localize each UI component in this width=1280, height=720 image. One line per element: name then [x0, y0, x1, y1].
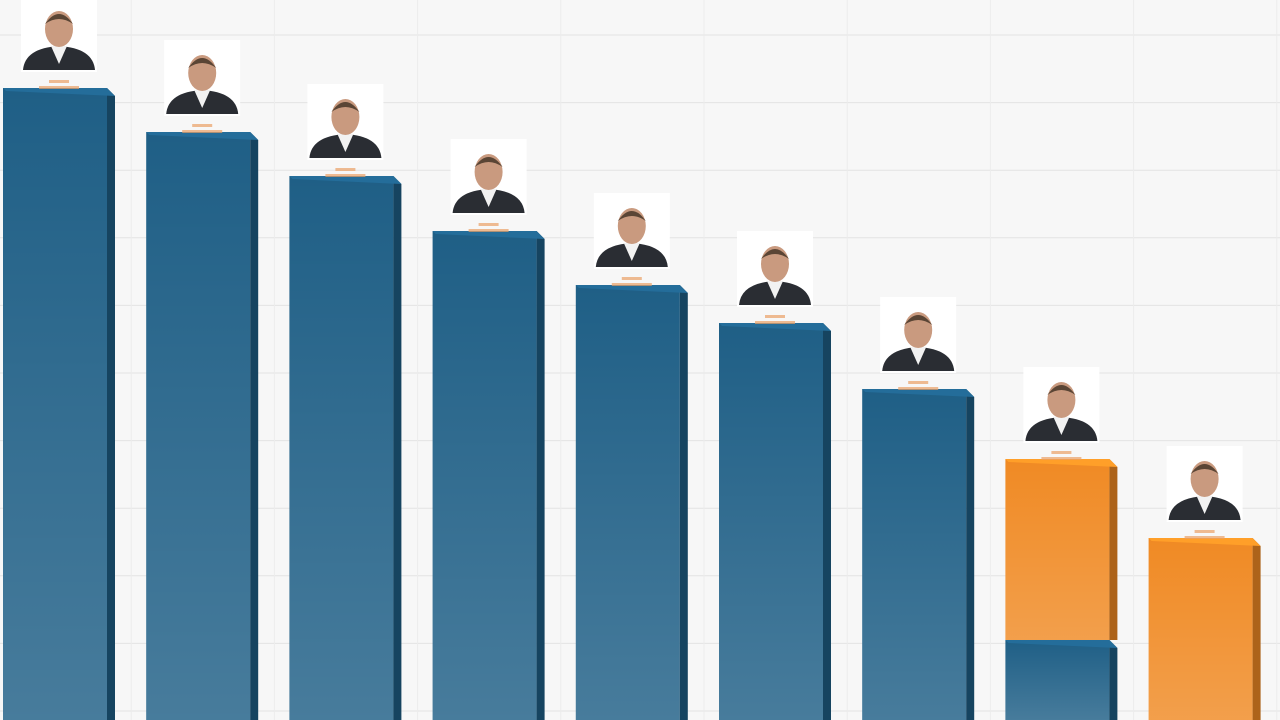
portrait	[1166, 446, 1243, 539]
portrait	[737, 231, 813, 324]
portrait-hair	[331, 102, 360, 112]
bar-side	[1109, 640, 1118, 720]
portrait-hair	[1190, 464, 1219, 474]
bar-side	[107, 88, 115, 720]
portrait	[164, 40, 241, 133]
label-placeholder	[1041, 457, 1082, 460]
bar-segment	[1148, 538, 1261, 720]
bar-side	[966, 389, 975, 720]
photos	[21, 0, 1243, 539]
portrait-hair	[45, 14, 73, 24]
bar-top	[146, 132, 259, 140]
portrait-collar	[337, 134, 354, 152]
portrait-collar	[480, 189, 497, 207]
label-placeholder	[611, 283, 652, 286]
portrait-hair	[761, 249, 789, 259]
portrait-collar	[623, 243, 640, 261]
bar-top	[862, 389, 975, 397]
bar-sheen	[1005, 459, 1110, 640]
portrait-hair	[1047, 385, 1076, 395]
bar-segment	[3, 88, 115, 720]
bar-side	[679, 285, 688, 720]
portrait	[880, 297, 957, 390]
bar-segment	[1005, 459, 1118, 640]
bar-side	[823, 323, 831, 720]
label-placeholder	[182, 130, 223, 133]
bar-segment	[432, 231, 545, 720]
bar-sheen	[432, 231, 537, 720]
portrait	[21, 0, 97, 89]
bar-sheen	[289, 176, 394, 720]
bar-top	[719, 323, 831, 331]
portrait-hair	[474, 157, 503, 167]
label-placeholder	[49, 80, 69, 83]
label-placeholder	[1184, 536, 1225, 539]
bar-side	[1252, 538, 1261, 720]
bar-segment	[146, 132, 259, 720]
label-placeholder	[39, 86, 79, 89]
bar-sheen	[3, 88, 107, 720]
portrait-collar	[194, 90, 211, 108]
bar-sheen	[1005, 640, 1110, 720]
bars	[3, 88, 1261, 720]
bar-segment	[862, 389, 975, 720]
label-placeholder	[765, 315, 785, 318]
label-placeholder	[755, 321, 795, 324]
bar-top	[289, 176, 402, 184]
bar-segment	[575, 285, 688, 720]
portrait-collar	[1196, 496, 1213, 514]
bar-segment	[289, 176, 402, 720]
bar-top	[3, 88, 115, 96]
portrait-collar	[910, 347, 927, 365]
portrait-hair	[904, 315, 933, 325]
bar-top	[1005, 459, 1118, 467]
label-placeholder	[478, 223, 499, 226]
label-placeholder	[621, 277, 642, 280]
portrait-collar	[51, 46, 67, 64]
bar-side	[1109, 459, 1118, 640]
portrait	[593, 193, 670, 286]
portrait-collar	[1053, 417, 1070, 435]
portrait	[450, 139, 527, 232]
label-placeholder	[192, 124, 213, 127]
bar-sheen	[1148, 538, 1253, 720]
bar-segment	[1005, 640, 1118, 720]
label-placeholder	[908, 381, 929, 384]
label-placeholder	[468, 229, 509, 232]
portrait-hair	[188, 58, 217, 68]
bar-sheen	[862, 389, 967, 720]
bar-sheen	[146, 132, 251, 720]
label-placeholder	[1194, 530, 1215, 533]
bar-side	[536, 231, 545, 720]
bar-sheen	[719, 323, 823, 720]
bar-side	[250, 132, 259, 720]
portrait-collar	[767, 281, 783, 299]
label-placeholder	[898, 387, 939, 390]
bar-top	[575, 285, 688, 293]
bar-top	[1005, 640, 1118, 648]
portrait	[307, 84, 384, 177]
bar-top	[1148, 538, 1261, 546]
bar-side	[393, 176, 402, 720]
portrait	[1023, 367, 1100, 460]
bar-segment	[719, 323, 831, 720]
portrait-hair	[617, 211, 646, 221]
label-placeholder	[1051, 451, 1072, 454]
label-placeholder	[325, 174, 366, 177]
bar-sheen	[575, 285, 680, 720]
bar-top	[432, 231, 545, 239]
label-placeholder	[335, 168, 356, 171]
